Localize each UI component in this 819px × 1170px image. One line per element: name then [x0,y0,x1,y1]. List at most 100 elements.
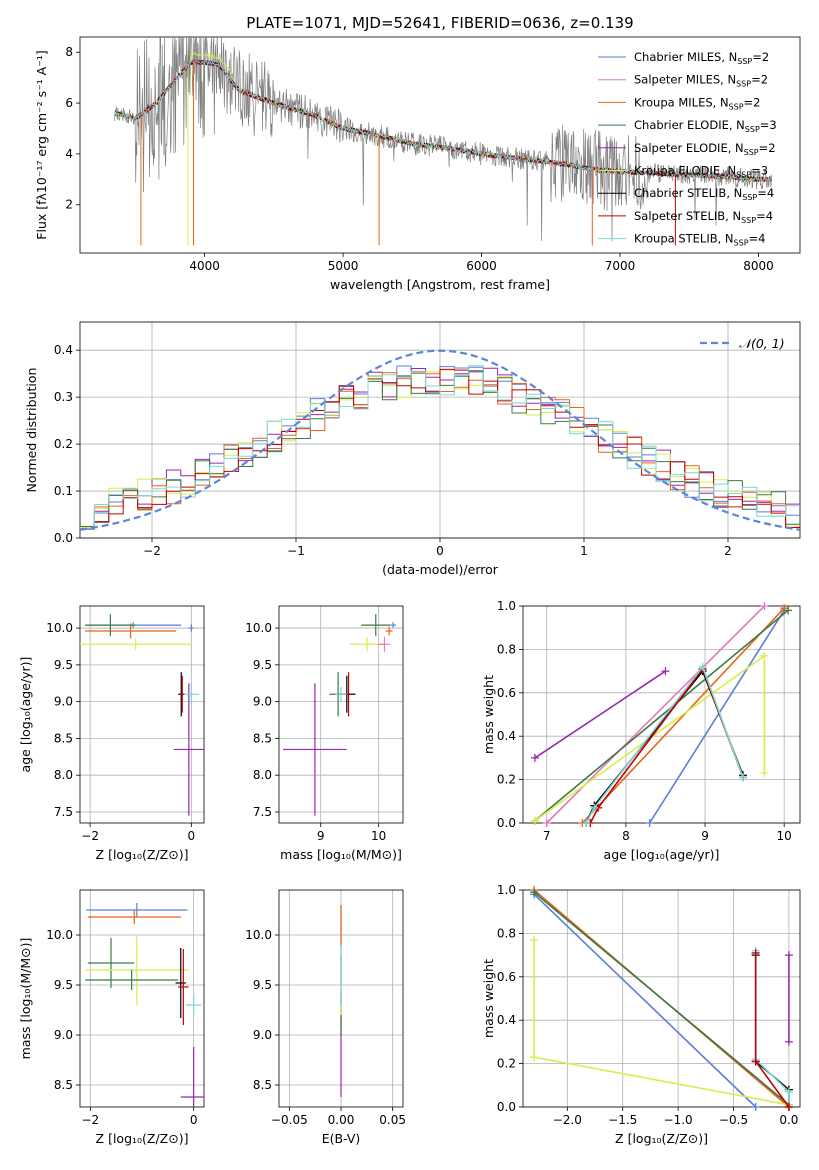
errorbar-point [378,636,391,652]
legend-entry: Chabrier STELIB, NSSP=4 [634,186,774,202]
errorbar-point [385,626,393,636]
y-tick-label: 6 [65,96,73,110]
weight-marker [784,951,793,960]
axes-frame [79,605,205,824]
y-tick-label: 8.5 [54,1078,73,1092]
x-tick-label: 8000 [743,259,774,273]
x-tick-label: 1 [580,544,588,558]
y-tick-label: 8.0 [54,768,73,782]
y-tick-label: 0.4 [497,729,516,743]
x-tick-label: 0 [190,1113,198,1127]
legend-entry: Chabrier MILES, NSSP=2 [634,50,769,66]
x-axis-label: Z [log₁₀(Z/Z⊙)] [96,847,189,862]
y-tick-label: 9.0 [54,695,73,709]
weight-marker [530,935,539,944]
x-tick-label: −1 [287,544,305,558]
x-tick-label: 10 [371,829,386,843]
y-axis-label: age [log₁₀(age/yr)] [18,657,33,773]
legend-subscript: SSP [729,102,744,111]
errorbar-point [85,970,179,990]
weight-marker [751,948,760,957]
x-axis-label: E(B-V) [322,1131,361,1146]
y-tick-label: 0.3 [54,390,73,404]
y-tick-label: 0.2 [54,437,73,451]
errorbar-point [175,948,186,1018]
weight-marker [784,1087,793,1096]
x-tick-label: 7000 [605,259,636,273]
errorbar-point [180,1047,204,1107]
weight-line-chabrier-miles [648,609,785,824]
weight-plot [530,602,793,827]
y-tick-label: 0.0 [497,1100,516,1114]
y-tick-label: 9.5 [253,978,272,992]
x-tick-label: 0.05 [379,1113,406,1127]
y-tick-label: 7.5 [54,805,73,819]
panel-age-vs-mass: 9 10 7.5 8.0 8.5 9.0 9.5 10.0 mass [log₁₀(M/M⊙)] [245,605,404,862]
errorbar-point [183,683,199,706]
y-tick-label: 9.5 [54,978,73,992]
errorbar-plot [80,614,204,816]
y-tick-label: 9.0 [253,695,272,709]
weight-marker [582,819,591,827]
x-tick-label: −1.0 [664,1113,693,1127]
panel-weight-vs-age: 7 8 9 10 0.0 0.2 0.4 0.6 0.8 1.0 age [log₁₀(age/yr… [481,599,801,862]
errorbar-point [87,910,181,924]
weight-marker [760,769,769,778]
y-tick-label: 0.4 [54,343,73,357]
x-tick-label: −2 [143,544,161,558]
weight-line-salpeter-elodie [534,670,666,759]
histogram-plot [80,349,800,531]
legend-entry: 𝒩(0, 1) [739,336,785,351]
y-tick-label: 1.0 [497,883,516,897]
x-tick-label: −0.05 [271,1113,308,1127]
errorbar-point [173,683,204,816]
legend-entry-rest: =3 [751,164,768,178]
errorbar-plot [85,903,204,1107]
x-tick-label: −2 [81,1113,99,1127]
legend-entry-rest: =2 [744,95,761,109]
x-axis-label: (data-model)/error [382,562,499,577]
y-axis-label: mass weight [481,959,496,1038]
axes-frame [79,321,801,539]
x-tick-label: 0 [188,829,196,843]
y-tick-label: 0.0 [497,816,516,830]
x-axis-label: wavelength [Angstrom, rest frame] [330,277,550,292]
x-tick-label: 4000 [189,259,220,273]
weight-marker [542,819,551,827]
axes-frame [278,889,404,1108]
y-tick-label: 1.0 [497,599,516,613]
x-tick-label: 6000 [466,259,497,273]
weight-marker [590,803,599,812]
x-axis-label: mass [log₁₀(M/M⊙)] [280,847,402,862]
x-tick-label: 9 [317,829,325,843]
y-tick-label: 10.0 [46,928,73,942]
weight-line-salpeter-miles [546,605,765,824]
y-tick-label: 0.2 [497,1057,516,1071]
y-tick-label: 9.5 [253,658,272,672]
weight-marker [760,602,769,610]
weight-marker [698,662,707,671]
x-tick-label: −0.5 [719,1113,748,1127]
x-tick-label: 2 [724,544,732,558]
weight-line-kroupa-stelib [585,665,744,824]
y-axis-label: Flux [fλ10⁻¹⁷ erg cm⁻² s⁻¹ A⁻¹] [34,50,49,239]
legend-entry: Chabrier ELODIE, NSSP=3 [634,118,777,134]
y-tick-label: 8.0 [253,768,272,782]
y-tick-label: 9.0 [54,1028,73,1042]
weight-marker [530,1053,539,1062]
errorbar-point [283,683,347,816]
gaussian-curve [80,349,800,531]
weight-marker [530,888,539,897]
errorbar-point [335,686,347,702]
axes-frame [522,605,801,824]
errorbar-point [86,903,188,917]
y-tick-label: 0.2 [497,773,516,787]
legend-subscript: SSP [736,171,751,180]
y-tick-label: 0.4 [497,1013,516,1027]
figure-title: PLATE=1071, MJD=52641, FIBERID=0636, z=0… [246,14,633,32]
legend-subscript: SSP [741,216,756,225]
x-tick-label: 10 [777,829,792,843]
legend-subscript: SSP [736,80,751,89]
legend-subscript: SSP [737,57,752,66]
x-tick-label: 5000 [328,259,359,273]
